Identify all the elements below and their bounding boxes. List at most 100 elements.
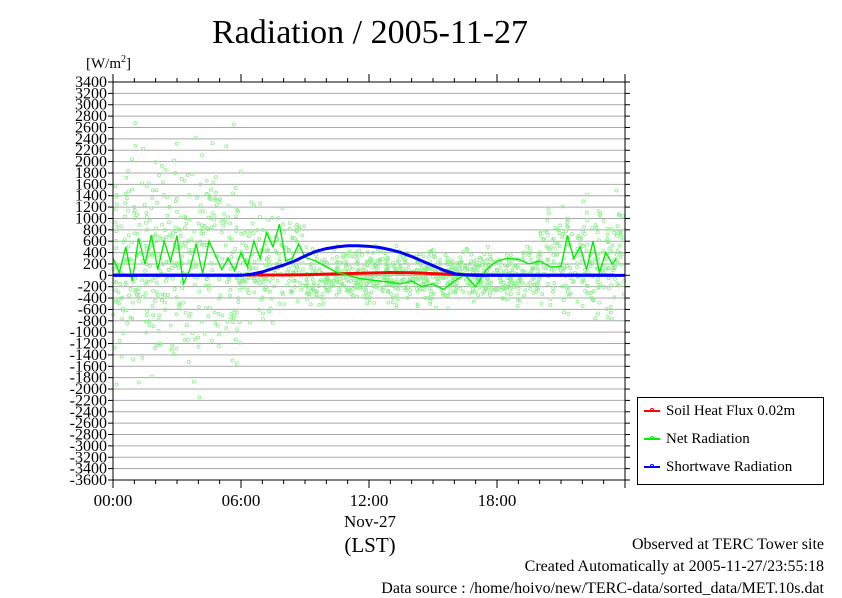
y-tick-label: 1600: [75, 176, 107, 193]
scatter-point: [216, 323, 220, 328]
scatter-point: [271, 276, 275, 281]
scatter-point: [126, 189, 131, 194]
scatter-point: [585, 284, 590, 289]
scatter-point: [182, 226, 187, 230]
scatter-point: [167, 233, 172, 238]
scatter-point: [494, 267, 499, 272]
scatter-point: [603, 267, 608, 272]
scatter-point: [510, 267, 515, 272]
scatter-point: [238, 340, 242, 345]
scatter-point: [208, 216, 213, 221]
scatter-point: [217, 343, 221, 348]
scatter-point: [140, 181, 144, 186]
scatter-point: [521, 253, 526, 258]
y-tick-label: -1400: [70, 347, 107, 364]
scatter-point: [212, 223, 217, 228]
scatter-point: [143, 243, 148, 248]
scatter-point: [582, 232, 587, 236]
scatter-point: [294, 265, 299, 270]
scatter-point: [284, 245, 289, 250]
scatter-point: [146, 181, 151, 186]
scatter-point: [253, 280, 258, 285]
scatter-point: [233, 337, 238, 342]
scatter-point: [174, 295, 179, 300]
scatter-point: [461, 289, 466, 294]
scatter-point: [206, 314, 211, 319]
scatter-point: [153, 160, 158, 165]
scatter-point: [217, 332, 221, 337]
scatter-point: [500, 285, 505, 289]
scatter-point: [130, 240, 135, 245]
y-tick-label: 600: [83, 233, 107, 250]
scatter-point: [447, 291, 452, 295]
scatter-point: [489, 280, 494, 285]
scatter-point: [174, 346, 179, 351]
scatter-point: [538, 254, 542, 258]
series-line-shortwave-radiation: [113, 244, 625, 277]
y-tick-label: -1000: [70, 324, 107, 341]
scatter-point: [475, 263, 480, 268]
scatter-point: [237, 278, 242, 283]
scatter-point: [121, 331, 126, 336]
scatter-point: [290, 289, 295, 294]
scatter-point: [385, 264, 390, 269]
x-axis-timezone-label: (LST): [344, 533, 396, 557]
scatter-point: [351, 287, 356, 291]
scatter-point: [218, 293, 223, 298]
scatter-point: [606, 265, 611, 270]
scatter-point: [427, 286, 432, 291]
scatter-point: [615, 282, 620, 286]
scatter-point: [421, 275, 425, 279]
scatter-point: [485, 276, 489, 281]
scatter-point: [149, 206, 154, 211]
scatter-point: [523, 288, 528, 293]
chart-title: Radiation / 2005-11-27: [211, 14, 529, 51]
scatter-point: [263, 288, 268, 292]
scatter-point: [170, 343, 175, 348]
scatter-point: [208, 305, 212, 310]
scatter-point: [240, 241, 245, 245]
scatter-point: [209, 225, 214, 230]
scatter-point: [417, 252, 422, 257]
scatter-point: [199, 242, 204, 247]
scatter-point: [186, 360, 191, 364]
scatter-point: [511, 281, 516, 285]
scatter-point: [222, 217, 227, 222]
y-tick-label: 3400: [75, 74, 107, 91]
scatter-point: [308, 265, 313, 270]
scatter-point: [143, 319, 148, 324]
scatter-point: [470, 267, 475, 272]
y-tick-label: -3200: [70, 449, 107, 466]
scatter-point: [544, 266, 549, 271]
scatter-point: [585, 270, 590, 274]
scatter-point: [114, 194, 119, 199]
scatter-point: [386, 288, 391, 293]
scatter-point: [605, 227, 610, 232]
scatter-point: [208, 197, 213, 202]
scatter-point: [541, 236, 546, 241]
scatter-point: [355, 285, 360, 290]
scatter-point: [180, 286, 185, 291]
scatter-point: [183, 244, 188, 249]
scatter-point: [605, 232, 610, 237]
y-axis: 3400320030002800260024002200200018001600…: [70, 74, 630, 489]
scatter-point: [619, 235, 624, 240]
scatter-point: [257, 214, 262, 219]
scatter-point: [467, 262, 472, 267]
scatter-point: [235, 327, 239, 332]
scatter-point: [225, 280, 229, 285]
scatter-point: [190, 331, 195, 336]
scatter-point: [487, 262, 491, 267]
scatter-point: [419, 265, 424, 270]
scatter-point: [304, 245, 309, 250]
scatter-point: [258, 201, 263, 206]
scatter-point: [189, 237, 194, 242]
scatter-point: [151, 324, 156, 329]
scatter-point: [482, 252, 487, 257]
scatter-point: [143, 291, 148, 296]
x-tick-label: 12:00: [350, 491, 389, 510]
scatter-point: [385, 277, 390, 282]
scatter-point: [617, 213, 622, 218]
scatter-point: [566, 243, 570, 248]
scatter-point: [385, 255, 390, 260]
